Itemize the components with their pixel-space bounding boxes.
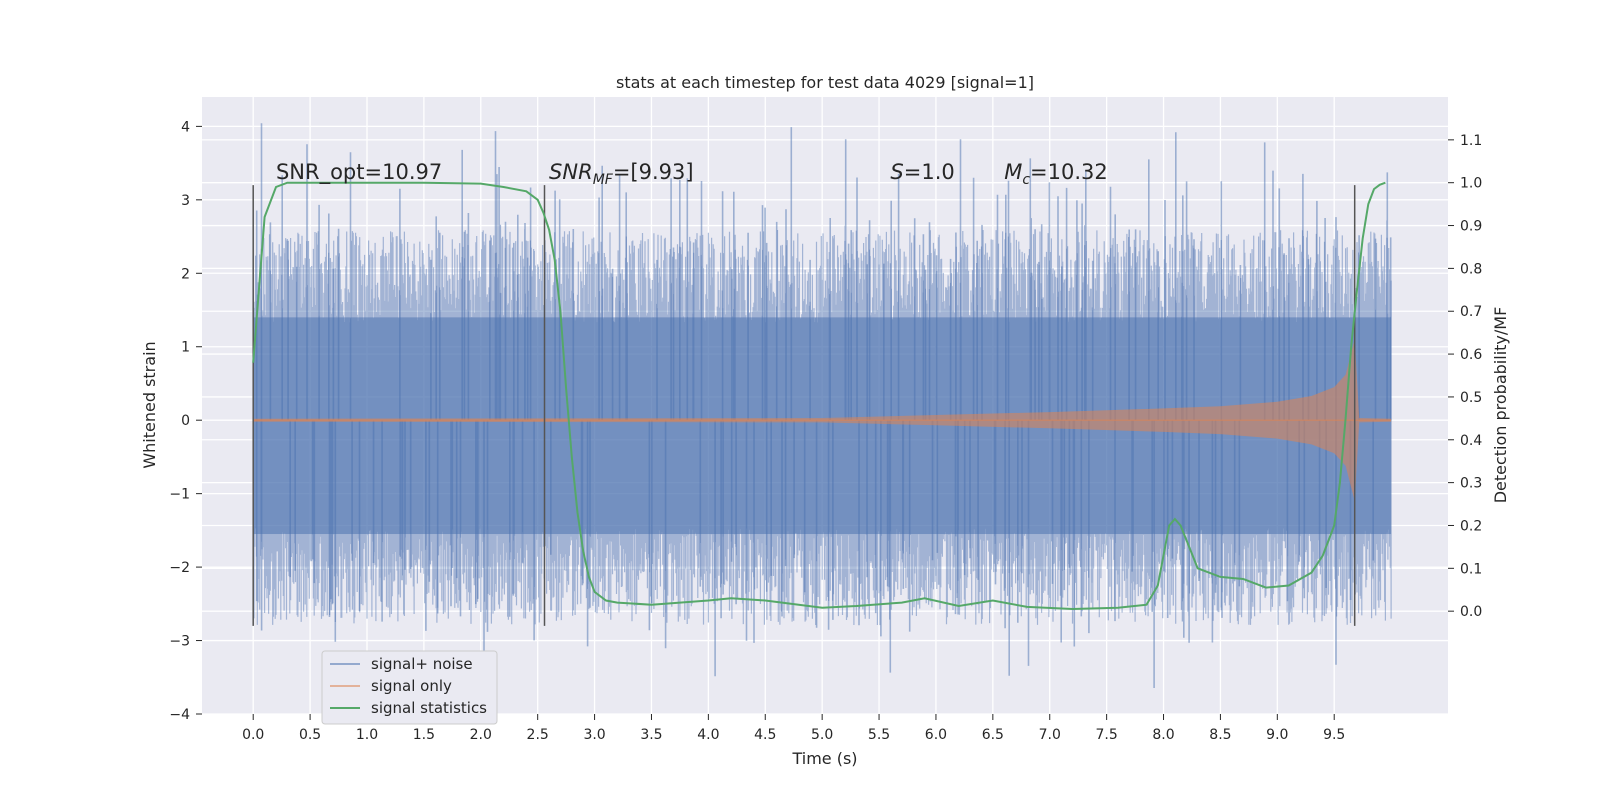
x-tick-label: 9.5: [1323, 727, 1345, 743]
legend: signal+ noise signal only signal statist…: [321, 650, 498, 725]
x-tick-label: 7.0: [1039, 727, 1061, 743]
y-axis-ticks: 4 3 2 1 0 −1 −2 −3 −4: [169, 119, 202, 723]
y2-tick-label: 0.2: [1460, 518, 1482, 534]
annotation-text: S=1.0: [890, 160, 954, 184]
annotations: SNR_opt=10.97 SNRMF=[9.93] S=1.0 Mc=10.32: [276, 160, 1108, 188]
y2-tick-label: 0.9: [1460, 219, 1482, 235]
x-tick-label: 6.5: [982, 727, 1004, 743]
x-tick-label: 3.5: [640, 727, 662, 743]
y-tick-label: −2: [169, 560, 190, 576]
x-tick-label: 8.0: [1152, 727, 1174, 743]
x-tick-label: 4.0: [697, 727, 719, 743]
annotation-text: Mc=10.32: [1004, 160, 1108, 188]
y-tick-label: −3: [169, 634, 190, 650]
y-axis-label: Whitened strain: [140, 341, 159, 468]
x-tick-label: 5.5: [868, 727, 890, 743]
series-signal-only: [253, 339, 1392, 501]
y-tick-label: 4: [181, 119, 190, 135]
legend-label-signal-statistics: signal statistics: [371, 699, 487, 717]
series-signal-statistics: [252, 181, 1386, 611]
statistics-line: [252, 181, 1386, 611]
x-tick-label: 0.0: [242, 727, 264, 743]
x-axis-ticks: 0.0 0.5 1.0 1.5 2.0 2.5 3.0 3.5 4.0 4.5 5.0 5.5 6.0 6…: [242, 714, 1345, 743]
annotation-text: SNR_opt=10.97: [276, 160, 442, 185]
x-axis-label: Time (s): [791, 749, 857, 768]
x-tick-label: 2.5: [527, 727, 549, 743]
y-tick-label: −1: [169, 487, 190, 503]
y2-tick-label: 0.6: [1460, 347, 1482, 363]
x-tick-label: 1.0: [356, 727, 378, 743]
y2-tick-label: 0.5: [1460, 390, 1482, 406]
y2-tick-label: 0.1: [1460, 561, 1482, 577]
y2-tick-label: 0.4: [1460, 433, 1482, 449]
x-tick-label: 8.5: [1209, 727, 1231, 743]
x-tick-label: 9.0: [1266, 727, 1288, 743]
x-tick-label: 1.5: [413, 727, 435, 743]
y2-tick-label: 0.8: [1460, 261, 1482, 277]
vertical-markers: [252, 185, 1356, 626]
y-tick-label: 0: [181, 413, 190, 429]
y-tick-label: 1: [181, 340, 190, 356]
y2-tick-label: 0.3: [1460, 476, 1482, 492]
y2-tick-label: 0.0: [1460, 604, 1482, 620]
y2-tick-label: 0.7: [1460, 304, 1482, 320]
x-tick-label: 2.0: [470, 727, 492, 743]
x-tick-label: 0.5: [299, 727, 321, 743]
y-tick-label: 3: [181, 193, 190, 209]
legend-box: [321, 650, 498, 725]
x-tick-label: 7.5: [1095, 727, 1117, 743]
noise-spikes: [255, 123, 1392, 688]
legend-label-signal-noise: signal+ noise: [371, 655, 473, 673]
x-tick-label: 5.0: [811, 727, 833, 743]
x-tick-label: 3.0: [583, 727, 605, 743]
legend-label-signal-only: signal only: [371, 677, 452, 695]
y2-axis-ticks: 1.1 1.0 0.9 0.8 0.7 0.6 0.5 0.4 0.3 0.2 0.1 0.0: [1448, 133, 1482, 620]
annotation-text: SNRMF=[9.93]: [549, 160, 694, 188]
x-tick-label: 6.0: [925, 727, 947, 743]
y-tick-label: −4: [169, 707, 190, 723]
chart-title: stats at each timestep for test data 402…: [616, 73, 1034, 92]
y2-axis-label: Detection probability/MF: [1491, 307, 1510, 504]
y2-tick-label: 1.0: [1460, 176, 1482, 192]
x-tick-label: 4.5: [754, 727, 776, 743]
y2-tick-label: 1.1: [1460, 133, 1482, 149]
y-tick-label: 2: [181, 266, 190, 282]
